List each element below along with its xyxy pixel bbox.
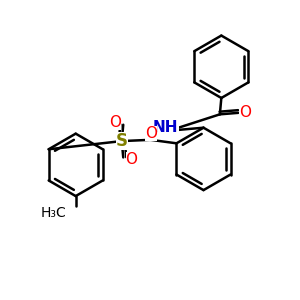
Text: H₃C: H₃C bbox=[40, 206, 66, 220]
Text: O: O bbox=[126, 152, 138, 167]
Text: O: O bbox=[239, 105, 251, 120]
Text: O: O bbox=[109, 115, 121, 130]
Text: S: S bbox=[116, 132, 128, 150]
Text: NH: NH bbox=[153, 120, 178, 135]
Text: O: O bbox=[145, 126, 157, 141]
